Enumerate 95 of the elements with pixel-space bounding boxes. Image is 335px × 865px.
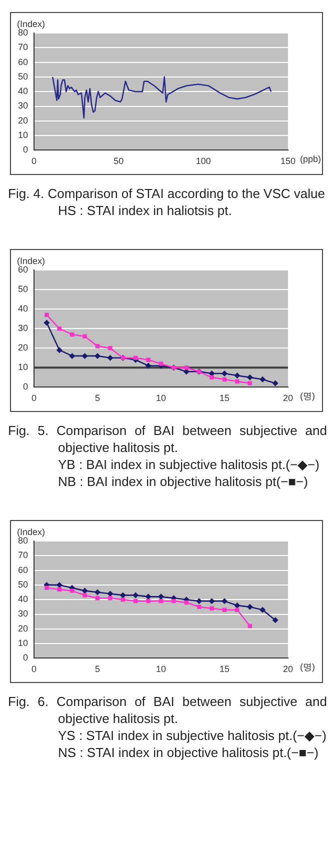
point (222, 608, 227, 612)
point (196, 598, 202, 604)
point (222, 598, 228, 604)
point (145, 362, 152, 369)
point (235, 608, 240, 612)
point (94, 589, 101, 596)
x-tick-label: 5 (95, 393, 100, 404)
point (272, 380, 278, 386)
y-tick-label: 20 (18, 342, 28, 353)
point (44, 586, 49, 590)
y-tick-label: 80 (18, 27, 28, 38)
y-tick-label: 0 (22, 652, 28, 663)
y-tick-label: 10 (18, 362, 28, 372)
point (146, 598, 150, 604)
point (235, 379, 240, 384)
x-axis-title: (명) (300, 391, 315, 402)
point (57, 587, 62, 592)
text: YS : STAI index in subjective halitosis pt.(−◆−) (57, 727, 327, 744)
y-tick-label: 40 (18, 304, 28, 314)
point (208, 598, 215, 604)
x-tick-label: 20 (282, 664, 294, 674)
point (56, 347, 62, 354)
point (70, 588, 74, 593)
y-tick-label: 30 (18, 608, 28, 619)
point (108, 596, 112, 600)
point (210, 606, 214, 611)
y-tick-label: 50 (18, 284, 28, 294)
y-tick-label: 60 (18, 564, 28, 575)
y-tick-label: 70 (18, 550, 28, 560)
point (82, 588, 88, 594)
x-tick-label: 50 (114, 156, 124, 166)
point (248, 381, 252, 386)
y-tick-label: 30 (18, 100, 28, 111)
point (95, 344, 100, 348)
point (222, 370, 228, 377)
y-tick-label: 30 (18, 323, 28, 334)
y-tick-label: 60 (18, 264, 28, 274)
y-tick-label: 70 (18, 42, 28, 52)
point (272, 617, 278, 624)
text: HS : STAI index in haliotsis pt. (57, 202, 233, 219)
y-tick-label: 80 (18, 535, 28, 546)
y-tick-label: 50 (18, 71, 28, 82)
point (44, 312, 49, 318)
point (260, 376, 266, 382)
point (94, 352, 101, 359)
y-tick-label: 40 (18, 594, 28, 604)
point (234, 372, 240, 378)
y-tick-label: 60 (18, 56, 28, 67)
point (246, 604, 253, 610)
text: Fig. 6. Comparison of BAI between subjective and objective halitosis pt. (8, 693, 327, 727)
point (108, 346, 112, 350)
x-tick-label: 15 (219, 393, 230, 404)
point (44, 320, 50, 326)
x-axis-title: (명) (300, 662, 315, 672)
y-axis-title: (Index) (17, 526, 46, 537)
y-tick-label: 40 (18, 86, 28, 96)
point (234, 602, 240, 608)
y-tick-label: 10 (18, 130, 28, 140)
y-tick-label: 20 (18, 623, 28, 634)
point (260, 606, 266, 613)
point (158, 362, 164, 366)
x-tick-label: 150 (280, 156, 296, 166)
point (146, 358, 150, 362)
point (184, 366, 189, 370)
text: YB : BAI index in subjective halitosis pt.(−◆−) (57, 456, 320, 473)
y-tick-label: 0 (22, 382, 28, 392)
y-axis-title: (Index) (17, 18, 46, 29)
y-tick-label: 20 (18, 115, 28, 126)
point (82, 334, 87, 339)
point (132, 592, 139, 598)
point (107, 354, 114, 361)
x-tick-label: 10 (156, 664, 166, 674)
text: NS : STAI index in objective halitosis pt.(−■−) (57, 744, 320, 761)
x-tick-label: 0 (32, 156, 37, 166)
y-tick-label: 10 (18, 638, 28, 648)
x-tick-label: 100 (196, 156, 211, 166)
text: Fig. 5. Comparison of BAI between subjective and objective halitosis pt. (8, 422, 327, 456)
point (95, 596, 100, 600)
point (82, 593, 87, 598)
y-tick-label: 50 (18, 579, 28, 590)
point (82, 352, 88, 359)
point (172, 598, 176, 604)
y-tick-label: 0 (22, 144, 28, 155)
x-tick-label: 15 (219, 664, 230, 674)
point (210, 375, 214, 380)
x-tick-label: 5 (95, 664, 100, 674)
x-tick-label: 0 (32, 664, 37, 674)
x-tick-label: 10 (156, 393, 166, 404)
text: NB : BAI index in objective halitosis pt(−■−) (57, 473, 309, 490)
x-axis-title: (ppb) (300, 154, 322, 164)
text: Fig. 4. Comparison of STAI according to the VSC value (8, 185, 326, 202)
y-axis-title: (Index) (17, 256, 46, 266)
x-tick-label: 0 (32, 393, 37, 404)
x-tick-label: 20 (282, 393, 294, 404)
point (246, 374, 253, 380)
